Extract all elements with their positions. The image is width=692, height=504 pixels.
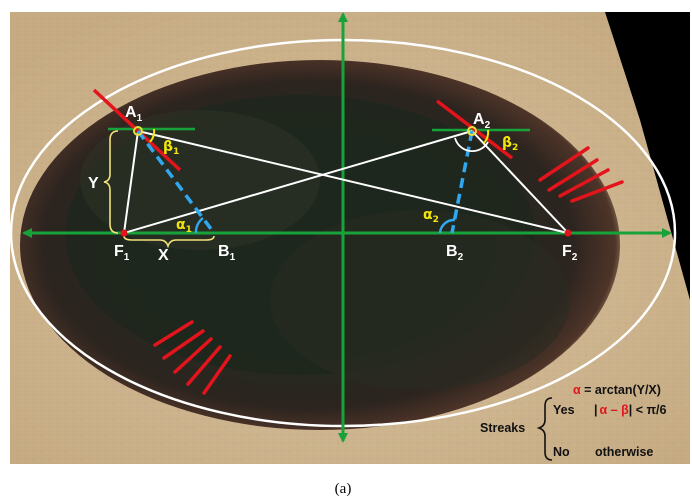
normal-a1: [136, 129, 216, 235]
tangent-a1: [92, 88, 182, 172]
tangent-a2: [435, 99, 514, 160]
alpha2-arc: [438, 218, 456, 234]
label-alpha2: α2: [423, 207, 439, 225]
focus-f2-dot: [564, 229, 572, 237]
streaks-label: Streaks: [480, 421, 525, 435]
label-f2: F2: [562, 243, 578, 263]
yes-condition: | α – β| < π/6: [594, 403, 667, 417]
label-beta1: β1: [163, 139, 179, 157]
point-a1-marker: [133, 126, 143, 136]
no-label: No: [553, 445, 570, 459]
beta1-arc: [149, 128, 156, 143]
alpha1-arc: [194, 217, 204, 234]
rule-brace: [536, 397, 553, 461]
figure-caption: (a): [335, 481, 352, 497]
label-f1: F1: [114, 243, 130, 263]
label-a2: A2: [473, 111, 491, 131]
beta2-arc: [483, 129, 490, 144]
label-y: Y: [88, 175, 99, 192]
focal-lines: [123, 130, 569, 234]
yes-label: Yes: [553, 403, 575, 417]
streak-rule-legend: α = arctan(Y/X) Streaks Yes | α – β| < π/…: [480, 383, 667, 461]
point-a2-marker: [467, 126, 477, 136]
streak-marks-left: [153, 320, 232, 395]
label-a1: A1: [125, 104, 143, 124]
streak-marks-right: [538, 146, 624, 203]
y-bracket: [103, 130, 119, 234]
otherwise-label: otherwise: [595, 445, 653, 459]
label-beta2: β2: [502, 135, 518, 153]
focus-f1-dot: [120, 229, 128, 237]
black-corner: [605, 12, 690, 300]
label-alpha1: α1: [176, 217, 192, 235]
x-bracket: [123, 235, 215, 249]
label-b2: B2: [446, 243, 464, 263]
label-b1: B1: [218, 243, 236, 263]
normal-a2: [450, 130, 474, 234]
alpha-formula: α = arctan(Y/X): [573, 383, 661, 397]
a2-angle-arc: [454, 137, 489, 152]
label-x: X: [158, 247, 169, 264]
